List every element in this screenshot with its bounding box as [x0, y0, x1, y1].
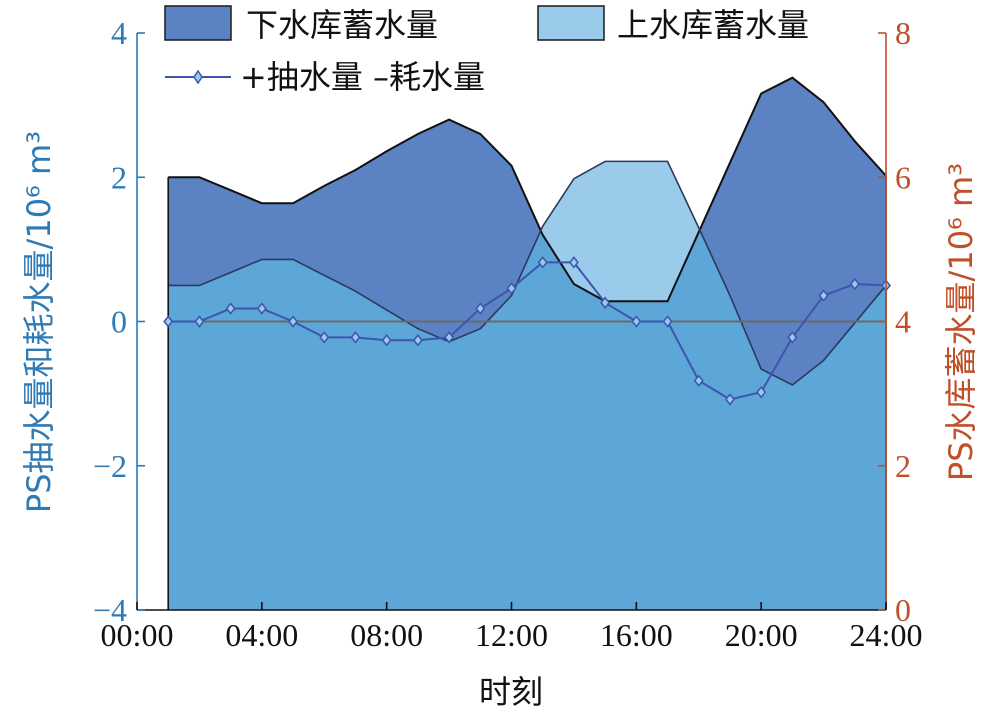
- legend: 下水库蓄水量 上水库蓄水量 +抽水量 –耗水量: [164, 5, 809, 96]
- pump-point: [412, 334, 423, 347]
- y-left-tick-label: −2: [93, 448, 127, 484]
- x-tick-label: 12:00: [475, 617, 548, 653]
- pump-series: [163, 256, 891, 406]
- y-left-tick-label: 2: [111, 159, 127, 195]
- legend-swatch-lower-reservoir: [164, 5, 232, 41]
- pump-point: [194, 315, 205, 328]
- pump-point: [475, 302, 486, 315]
- pump-point: [506, 282, 517, 295]
- pump-point: [381, 334, 392, 347]
- x-tick-label: 08:00: [350, 617, 423, 653]
- legend-label-lower-reservoir: 下水库蓄水量: [246, 6, 438, 44]
- axes: −4 −2 0 2 4 0 2 4 6 8 00:00 04:00 08:00 12:00 16:00 20:…: [93, 15, 922, 653]
- y-left-tick-label: −4: [93, 592, 127, 628]
- y-left-axis-title: PS抽水量和耗水量/10⁶ m³: [20, 131, 58, 513]
- lower-reservoir-outline: [168, 76, 887, 303]
- y-right-tick-label: 8: [895, 15, 911, 51]
- pump-point: [756, 385, 767, 399]
- pump-point: [818, 289, 829, 302]
- pump-point: [537, 256, 548, 269]
- y-right-tick-label: 4: [895, 304, 911, 340]
- y-right-tick-label: 2: [895, 448, 911, 484]
- pump-point: [288, 315, 299, 328]
- x-axis-title: 时刻: [479, 673, 543, 711]
- x-tick-label: 16:00: [600, 617, 673, 653]
- pump-point: [724, 393, 735, 406]
- reservoir-overlap-area: [168, 161, 886, 610]
- y-right-tick-label: 6: [895, 159, 911, 195]
- y-right-axis-title: PS水库蓄水量/10⁶ m³: [942, 163, 980, 481]
- pump-series-line: [168, 261, 887, 401]
- upper-reservoir-outline: [168, 160, 887, 386]
- reservoir-areas: [167, 76, 887, 610]
- pump-point: [600, 296, 611, 309]
- x-tick-label: 20:00: [725, 617, 798, 653]
- pump-point: [256, 302, 267, 315]
- pump-point: [319, 331, 330, 344]
- legend-pump-marker: [193, 69, 203, 85]
- legend-label-pump: +抽水量 –耗水量: [240, 58, 485, 96]
- x-tick-label: 00:00: [101, 617, 174, 653]
- pump-point: [163, 315, 174, 328]
- pump-point: [444, 331, 455, 344]
- pump-point: [693, 374, 704, 387]
- pump-point: [849, 277, 860, 291]
- y-left-tick-label: 4: [111, 15, 127, 51]
- pump-point: [631, 315, 642, 328]
- pump-point: [225, 302, 236, 315]
- pump-point: [787, 331, 798, 344]
- x-tick-label: 04:00: [225, 617, 298, 653]
- pump-point: [662, 315, 673, 328]
- legend-label-upper-reservoir: 上水库蓄水量: [617, 6, 809, 44]
- pump-point: [568, 256, 579, 269]
- legend-swatch-upper-reservoir: [537, 5, 605, 41]
- y-left-tick-label: 0: [111, 304, 127, 340]
- y-right-tick-label: 0: [895, 592, 911, 628]
- pump-point: [350, 331, 361, 344]
- x-tick-label: 24:00: [850, 617, 923, 653]
